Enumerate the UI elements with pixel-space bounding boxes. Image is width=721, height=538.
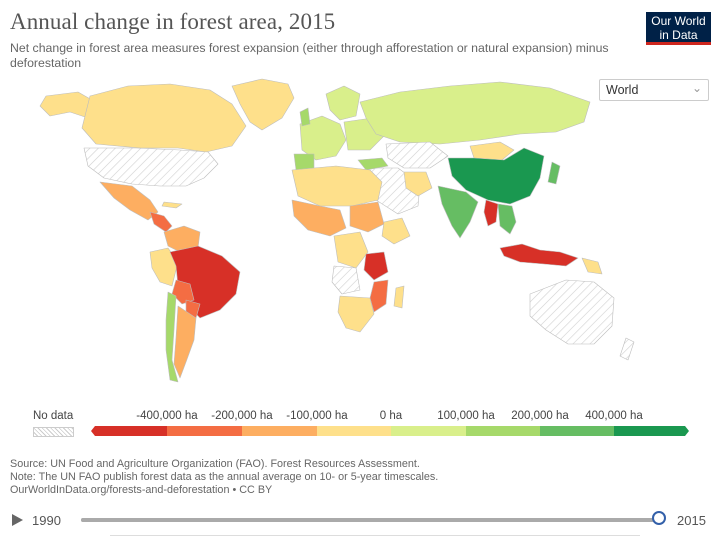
region-north-africa: [291, 165, 383, 207]
region-new-zealand: [619, 337, 635, 361]
legend-label: 400,000 ha: [585, 410, 643, 422]
region-india: [437, 185, 479, 239]
legend-label: 0 ha: [379, 410, 403, 422]
region-png: [581, 257, 603, 275]
world-map[interactable]: [0, 70, 721, 405]
region-peru: [149, 247, 179, 287]
logo-line-2: in Data: [659, 28, 698, 42]
region-turkey: [357, 157, 389, 171]
region-uk: [299, 107, 311, 127]
region-china: [447, 147, 545, 205]
legend-bin: [242, 426, 317, 436]
region-select-value: World: [606, 83, 639, 97]
region-mozambique: [369, 279, 389, 313]
legend-bin: [167, 426, 242, 436]
region-mongolia: [469, 141, 515, 161]
region-chile: [165, 291, 179, 383]
legend-no-data-swatch: [33, 427, 74, 437]
chart-subtitle: Net change in forest area measures fores…: [10, 41, 609, 70]
region-argentina: [173, 305, 197, 379]
legend-label: -400,000 ha: [136, 410, 198, 422]
footer-note: Note: The UN FAO publish forest data as …: [10, 471, 439, 483]
timeline-fill: [81, 518, 656, 522]
region-tanzania: [363, 251, 389, 281]
legend-bin: [466, 426, 540, 436]
play-icon[interactable]: [12, 514, 23, 526]
region-myanmar: [483, 199, 499, 227]
region-select[interactable]: World ⌄: [599, 79, 709, 101]
region-europe-west: [299, 115, 347, 161]
timeline-start-year: 1990: [32, 513, 61, 528]
footer: Source: UN Food and Agriculture Organiza…: [10, 458, 438, 497]
region-madagascar: [393, 285, 405, 309]
chart-title: Annual change in forest area, 2015: [10, 9, 336, 34]
region-canada: [81, 83, 247, 153]
region-greenland: [231, 78, 295, 131]
region-russia: [359, 81, 591, 145]
region-iran: [403, 171, 433, 197]
region-se-asia: [497, 203, 517, 235]
legend-label: 100,000 ha: [437, 410, 495, 422]
timeline-track[interactable]: [81, 518, 661, 522]
legend-label: 200,000 ha: [511, 410, 569, 422]
region-congo: [333, 231, 369, 269]
region-ethiopia: [381, 217, 411, 245]
timeline: 1990 2015: [0, 505, 721, 535]
region-sudan: [349, 201, 385, 233]
legend-bin: [540, 426, 614, 436]
timeline-handle[interactable]: [652, 511, 666, 525]
footer-link[interactable]: OurWorldInData.org/forests-and-deforesta…: [10, 484, 273, 496]
region-australia: [529, 279, 615, 345]
legend-no-data-label: No data: [33, 410, 74, 422]
region-angola: [331, 265, 361, 295]
legend-label: -100,000 ha: [286, 410, 348, 422]
divider: [110, 535, 640, 536]
legend-bin: [391, 426, 466, 436]
footer-source: Source: UN Food and Agriculture Organiza…: [10, 458, 420, 470]
legend-bin: [91, 426, 167, 436]
region-scandinavia: [325, 85, 361, 121]
region-cuba: [161, 201, 183, 209]
region-central-america: [149, 211, 173, 233]
legend-label: -200,000 ha: [211, 410, 273, 422]
region-kazakhstan: [385, 141, 449, 169]
chevron-down-icon: ⌄: [691, 81, 702, 95]
legend-bin: [614, 426, 689, 436]
region-alaska: [39, 91, 93, 119]
region-west-africa: [291, 199, 347, 237]
region-mexico: [99, 181, 159, 221]
region-southern-africa: [337, 295, 375, 333]
legend-color-scale: [91, 426, 689, 436]
region-japan: [547, 161, 561, 185]
legend-bin: [317, 426, 391, 436]
region-spain: [293, 153, 315, 171]
region-indonesia: [499, 243, 579, 267]
owid-logo[interactable]: Our World in Data: [646, 12, 711, 45]
region-usa: [83, 147, 219, 187]
timeline-end-year: 2015: [677, 513, 706, 528]
logo-line-1: Our World: [651, 14, 706, 28]
